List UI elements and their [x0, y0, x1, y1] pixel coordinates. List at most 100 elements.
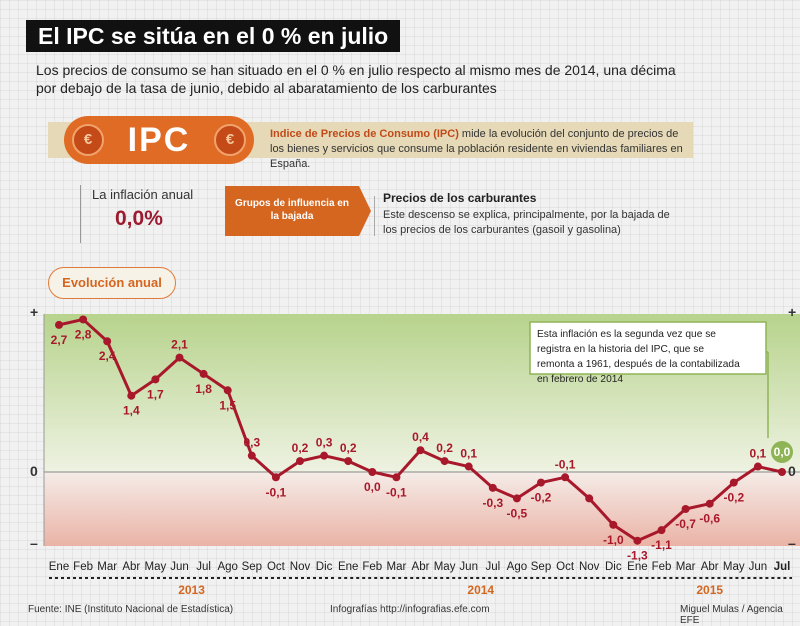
x-tick-label: May	[723, 561, 745, 573]
data-point	[705, 499, 714, 508]
x-tick-label: Ago	[217, 561, 237, 573]
data-point	[416, 446, 425, 455]
data-point	[729, 478, 738, 487]
data-point	[79, 315, 88, 324]
data-point	[561, 473, 570, 482]
data-point	[585, 494, 594, 503]
data-point	[488, 483, 497, 492]
inflation-value: 0,0%	[115, 207, 163, 230]
x-tick-label: Feb	[652, 561, 672, 573]
x-tick-label: Ene	[338, 561, 358, 573]
data-point	[271, 473, 280, 482]
x-tick-label: Jul	[485, 561, 500, 573]
data-point	[609, 520, 618, 529]
data-label: -0,6	[699, 512, 720, 526]
fuel-title: Precios de los carburantes	[383, 191, 537, 205]
data-point	[392, 473, 401, 482]
data-label: -1,3	[627, 549, 648, 563]
euro-coin-icon: €	[214, 124, 246, 156]
data-label: 1,5	[219, 398, 236, 412]
data-label: 0,3	[316, 436, 333, 450]
data-label: -1,1	[651, 538, 672, 552]
groups-label: Grupos de influencia en la bajada	[235, 198, 349, 222]
data-point	[537, 478, 545, 487]
y-axis-mark: +	[788, 304, 796, 320]
data-label: 1,4	[123, 404, 140, 418]
highlight-bubble	[771, 441, 793, 463]
groups-arrow	[225, 186, 371, 236]
data-point	[681, 505, 690, 513]
data-label: 2,4	[99, 349, 116, 363]
x-tick-label: Feb	[362, 561, 382, 573]
y-axis-mark: –	[30, 535, 38, 551]
annotation-line: registra en la historia del IPC, que se	[537, 344, 704, 355]
x-tick-label: Nov	[290, 561, 311, 573]
x-tick-label: Abr	[701, 561, 719, 573]
x-tick-label: Jun	[749, 561, 768, 573]
data-point	[778, 468, 786, 476]
data-label: -0,2	[723, 491, 744, 505]
x-tick-label: Jun	[459, 561, 478, 573]
data-label: -0,3	[482, 496, 503, 510]
credit-note: Miguel Mulas / Agencia EFE	[680, 604, 783, 626]
data-point	[512, 494, 521, 503]
evolution-pill: Evolución anual	[48, 267, 176, 299]
x-tick-label: Jul	[774, 561, 791, 573]
x-tick-label: Dic	[605, 561, 622, 573]
data-label: 1,8	[195, 382, 212, 396]
y-axis-mark: 0	[788, 463, 796, 479]
data-point	[633, 536, 642, 545]
data-point	[127, 391, 136, 400]
divider	[374, 196, 375, 236]
data-point	[199, 369, 208, 378]
x-tick-label: Oct	[267, 561, 286, 573]
x-tick-label: Nov	[579, 561, 600, 573]
data-point	[103, 337, 112, 346]
x-tick-label: Mar	[676, 561, 696, 573]
data-label: -1,0	[603, 533, 624, 547]
data-label: 0,2	[292, 441, 309, 455]
data-label: -0,1	[386, 485, 407, 499]
x-tick-label: Jun	[170, 561, 189, 573]
data-label: 0,0	[364, 480, 381, 494]
x-tick-label: May	[145, 561, 167, 573]
data-point	[368, 468, 377, 476]
data-point	[296, 457, 304, 466]
annotation-line: remonta a 1961, después de la contabiliz…	[537, 359, 740, 370]
inflation-label: La inflación anual	[92, 187, 194, 202]
y-axis-mark: 0	[30, 463, 38, 479]
x-tick-label: Mar	[97, 561, 117, 573]
data-point	[175, 353, 184, 362]
year-label: 2015	[696, 583, 723, 597]
annotation-line: Esta inflación es la segunda vez que se	[537, 329, 716, 340]
data-label: 0,3	[243, 436, 260, 450]
inflation-box	[80, 185, 201, 243]
data-label: 0,1	[750, 447, 767, 461]
y-axis-mark: –	[788, 535, 796, 551]
data-point	[753, 462, 762, 471]
data-label: -0,7	[675, 517, 696, 531]
data-point	[247, 451, 256, 460]
data-label: 0,2	[436, 441, 453, 455]
x-tick-label: Ene	[49, 561, 69, 573]
y-axis-mark: +	[30, 304, 38, 320]
x-tick-label: Sep	[531, 561, 551, 573]
data-point	[344, 457, 353, 466]
annotation-box	[529, 321, 767, 375]
page-subtitle: Los precios de consumo se han situado en…	[36, 62, 676, 96]
data-label: 0,1	[460, 447, 477, 461]
data-point	[151, 375, 160, 384]
chart: + +0 0 – – Esta inflación es la segunda vez q…	[30, 304, 800, 597]
x-tick-label: Oct	[556, 561, 575, 573]
data-label: 0,4	[412, 430, 429, 444]
x-tick-label: Jul	[196, 561, 211, 573]
ipc-description: Indice de Precios de Consumo (IPC) mide …	[270, 127, 690, 172]
page-title: El IPC se sitúa en el 0 % en julio	[26, 20, 401, 52]
data-point	[464, 462, 473, 471]
euro-coin-icon: €	[72, 124, 104, 156]
ipc-badge-label: IPC	[127, 121, 191, 159]
data-point	[657, 526, 666, 535]
data-label: 0,0	[774, 445, 791, 459]
data-label: 2,7	[51, 333, 68, 347]
x-tick-label: Ago	[507, 561, 527, 573]
